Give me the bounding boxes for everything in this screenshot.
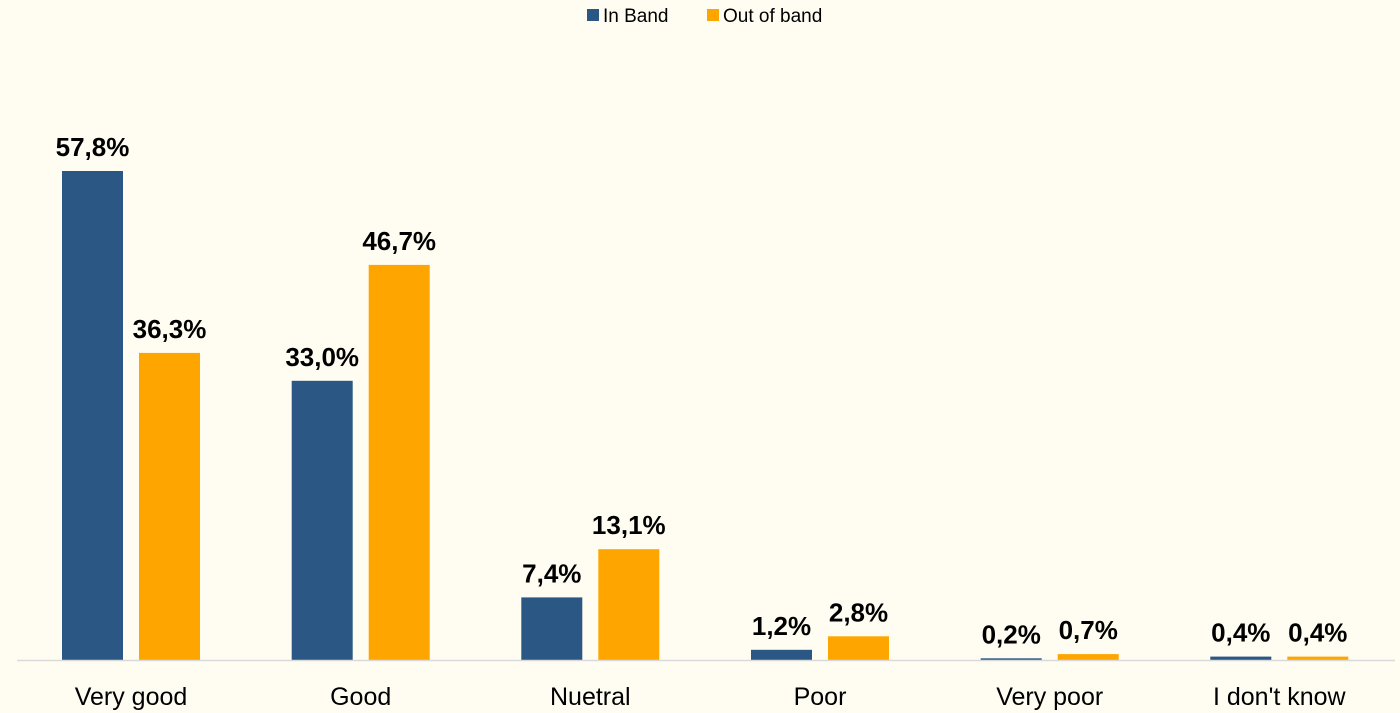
data-label-in-band-5: 0,4%	[1211, 618, 1270, 648]
legend-label-out-of-band: Out of band	[723, 6, 822, 27]
data-label-in-band-2: 7,4%	[522, 558, 581, 588]
data-label-out-of-band-5: 0,4%	[1288, 618, 1347, 648]
bar-in-band-5	[1210, 656, 1272, 660]
data-labels-group: 57,8% 36,3% 33,0% 46,7% 7,4% 13,1% 1,2% 2,8% 0,2…	[56, 132, 1348, 649]
bar-in-band-0	[62, 171, 123, 660]
bar-out-of-band-4	[1057, 654, 1119, 660]
bar-in-band-3	[751, 649, 812, 660]
legend-swatch-in-band	[587, 9, 599, 21]
bar-out-of-band-2	[598, 549, 660, 660]
category-label-0: Very good	[75, 683, 188, 711]
data-label-out-of-band-2: 13,1%	[592, 510, 666, 540]
bar-out-of-band-3	[828, 636, 889, 660]
data-label-in-band-1: 33,0%	[285, 342, 359, 372]
bar-out-of-band-0	[139, 352, 200, 660]
data-label-out-of-band-1: 46,7%	[362, 226, 436, 256]
bar-in-band-1	[291, 380, 353, 660]
legend: In Band Out of band	[587, 6, 822, 27]
category-label-4: Very poor	[996, 683, 1103, 711]
data-label-out-of-band-0: 36,3%	[133, 314, 207, 344]
data-label-in-band-3: 1,2%	[752, 611, 811, 641]
category-label-3: Poor	[794, 683, 847, 711]
data-label-out-of-band-4: 0,7%	[1059, 615, 1118, 645]
bar-out-of-band-1	[368, 264, 430, 660]
category-label-5: I don't know	[1213, 683, 1347, 711]
bars-group	[62, 171, 1349, 660]
bar-in-band-4	[980, 658, 1042, 660]
data-label-in-band-4: 0,2%	[982, 619, 1041, 649]
legend-swatch-out-of-band	[707, 9, 719, 21]
category-labels-group: Very good Good Nuetral Poor Very poor I don't…	[75, 683, 1347, 711]
data-label-out-of-band-3: 2,8%	[829, 597, 888, 627]
category-label-1: Good	[330, 683, 391, 711]
category-label-2: Nuetral	[550, 683, 631, 711]
legend-label-in-band: In Band	[603, 6, 669, 27]
bar-out-of-band-5	[1287, 656, 1349, 660]
bar-in-band-2	[521, 597, 583, 660]
data-label-in-band-0: 57,8%	[56, 132, 130, 162]
